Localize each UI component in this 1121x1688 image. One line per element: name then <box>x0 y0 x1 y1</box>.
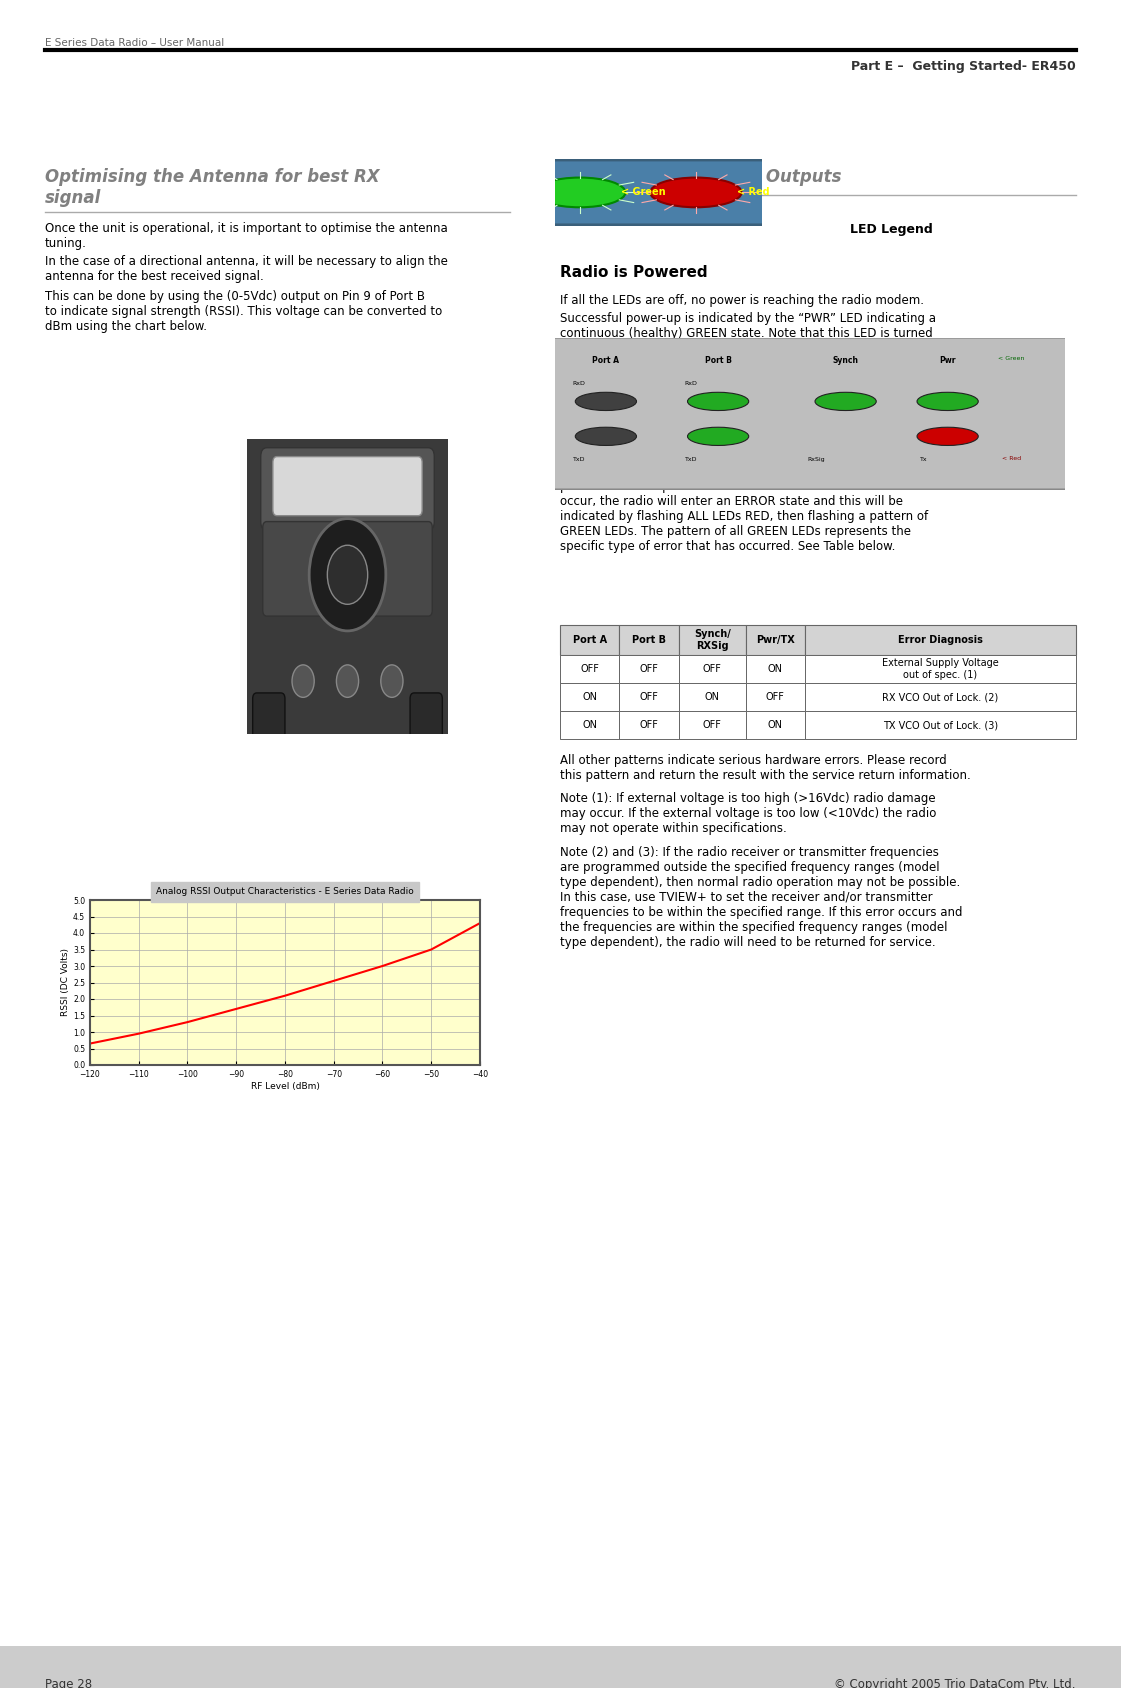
Text: Internal radio management software monitors many aspects of
the radio hardware. : Internal radio management software monit… <box>560 451 951 554</box>
Text: OFF: OFF <box>640 721 658 729</box>
Text: Part E –  Getting Started- ER450: Part E – Getting Started- ER450 <box>851 61 1076 73</box>
Text: Error Diagnosis: Error Diagnosis <box>898 635 983 645</box>
Bar <box>678 711 745 739</box>
Text: < Red: < Red <box>1002 456 1021 461</box>
Text: Port B: Port B <box>705 356 732 365</box>
Bar <box>678 655 745 684</box>
Circle shape <box>687 427 749 446</box>
Circle shape <box>917 427 979 446</box>
Bar <box>678 684 745 711</box>
Bar <box>745 655 805 684</box>
Text: LED Indicators & Test Outputs: LED Indicators & Test Outputs <box>560 169 842 186</box>
Text: Pwr: Pwr <box>939 356 956 365</box>
Text: TxD: TxD <box>685 457 697 461</box>
Text: RxSig: RxSig <box>807 457 825 461</box>
Text: E Series Data Radio – User Manual: E Series Data Radio – User Manual <box>45 39 224 47</box>
Bar <box>745 711 805 739</box>
Text: RxD: RxD <box>685 381 697 385</box>
Bar <box>745 625 805 655</box>
Circle shape <box>687 392 749 410</box>
Bar <box>805 684 1076 711</box>
Text: All other patterns indicate serious hardware errors. Please record
this pattern : All other patterns indicate serious hard… <box>560 755 971 782</box>
Text: Radio is Powered: Radio is Powered <box>560 265 707 280</box>
Text: ON: ON <box>768 663 782 674</box>
Y-axis label: RSSI (DC Volts): RSSI (DC Volts) <box>62 949 71 1016</box>
Bar <box>560 625 619 655</box>
FancyBboxPatch shape <box>545 160 772 225</box>
Circle shape <box>327 545 368 604</box>
FancyBboxPatch shape <box>244 427 451 746</box>
Text: Once the unit is operational, it is important to optimise the antenna
tuning.: Once the unit is operational, it is impo… <box>45 223 447 250</box>
Text: Note (1): If external voltage is too high (>16Vdc) radio damage
may occur. If th: Note (1): If external voltage is too hig… <box>560 792 936 836</box>
Text: In the case of a directional antenna, it will be necessary to align the
antenna : In the case of a directional antenna, it… <box>45 255 448 284</box>
Bar <box>619 684 678 711</box>
FancyBboxPatch shape <box>272 456 423 517</box>
Bar <box>805 711 1076 739</box>
Circle shape <box>291 665 314 697</box>
Bar <box>619 625 678 655</box>
Text: External Supply Voltage
out of spec. (1): External Supply Voltage out of spec. (1) <box>882 658 999 680</box>
Bar <box>560 711 619 739</box>
Text: Port A: Port A <box>592 356 620 365</box>
Text: OFF: OFF <box>766 692 785 702</box>
Text: Optimising the Antenna for best RX
signal: Optimising the Antenna for best RX signa… <box>45 169 380 208</box>
Text: < Red: < Red <box>738 187 770 197</box>
Bar <box>745 684 805 711</box>
Text: If all the LEDs are off, no power is reaching the radio modem.: If all the LEDs are off, no power is rea… <box>560 294 924 307</box>
Text: OFF: OFF <box>703 663 722 674</box>
Circle shape <box>336 665 359 697</box>
Circle shape <box>535 177 626 208</box>
Bar <box>619 711 678 739</box>
FancyBboxPatch shape <box>545 338 1075 490</box>
Circle shape <box>815 392 877 410</box>
X-axis label: RF Level (dBm): RF Level (dBm) <box>251 1082 319 1090</box>
Text: TxD: TxD <box>573 457 585 461</box>
Text: Synch: Synch <box>833 356 859 365</box>
Text: RxD: RxD <box>573 381 585 385</box>
Bar <box>0 1646 1121 1688</box>
Circle shape <box>309 518 386 631</box>
Text: OFF: OFF <box>640 663 658 674</box>
Circle shape <box>650 177 742 208</box>
Text: Note (2) and (3): If the radio receiver or transmitter frequencies
are programme: Note (2) and (3): If the radio receiver … <box>560 846 963 949</box>
Text: OFF: OFF <box>581 663 599 674</box>
Bar <box>678 625 745 655</box>
Text: Successful power-up is indicated by the “PWR” LED indicating a
continuous (healt: Successful power-up is indicated by the … <box>560 312 936 354</box>
Text: Tx: Tx <box>919 457 927 461</box>
Bar <box>805 625 1076 655</box>
Text: < Green: < Green <box>621 187 666 197</box>
Bar <box>619 655 678 684</box>
Text: This can be done by using the (0-5Vdc) output on Pin 9 of Port B
to indicate sig: This can be done by using the (0-5Vdc) o… <box>45 290 443 333</box>
Text: RX VCO Out of Lock. (2): RX VCO Out of Lock. (2) <box>882 692 999 702</box>
FancyBboxPatch shape <box>410 692 443 739</box>
FancyBboxPatch shape <box>252 692 285 739</box>
Text: Page 28: Page 28 <box>45 1678 92 1688</box>
Text: ON: ON <box>768 721 782 729</box>
Circle shape <box>575 427 637 446</box>
Text: Pwr/TX: Pwr/TX <box>756 635 795 645</box>
Text: < Green: < Green <box>998 356 1025 361</box>
FancyBboxPatch shape <box>261 447 434 530</box>
FancyBboxPatch shape <box>262 522 433 616</box>
Text: Port B: Port B <box>632 635 666 645</box>
Text: ON: ON <box>705 692 720 702</box>
Text: OFF: OFF <box>640 692 658 702</box>
Text: ON: ON <box>582 721 597 729</box>
Text: Radio Errors: Radio Errors <box>560 425 666 441</box>
Circle shape <box>381 665 404 697</box>
Text: TX VCO Out of Lock. (3): TX VCO Out of Lock. (3) <box>883 721 998 729</box>
Bar <box>805 655 1076 684</box>
Text: Port A: Port A <box>573 635 606 645</box>
Text: © Copyright 2005 Trio DataCom Pty. Ltd.: © Copyright 2005 Trio DataCom Pty. Ltd. <box>834 1678 1076 1688</box>
Text: ON: ON <box>582 692 597 702</box>
Text: Synch/
RXSig: Synch/ RXSig <box>694 630 731 652</box>
Bar <box>560 655 619 684</box>
Text: OFF: OFF <box>703 721 722 729</box>
Circle shape <box>575 392 637 410</box>
Title: Analog RSSI Output Characteristics - E Series Data Radio: Analog RSSI Output Characteristics - E S… <box>156 888 414 896</box>
Text: LED Legend: LED Legend <box>850 223 933 236</box>
Circle shape <box>917 392 979 410</box>
Bar <box>560 684 619 711</box>
